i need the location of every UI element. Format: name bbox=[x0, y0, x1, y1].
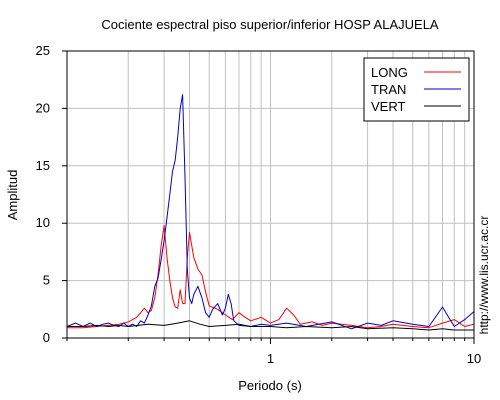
legend-label-tran: TRAN bbox=[371, 82, 406, 97]
x-axis-label: Periodo (s) bbox=[238, 378, 302, 393]
series-lines bbox=[66, 94, 475, 331]
legend-label-long: LONG bbox=[371, 65, 408, 80]
y-tick-label: 10 bbox=[36, 215, 50, 230]
x-tick-label: 10 bbox=[467, 351, 481, 366]
y-tick-label: 15 bbox=[36, 158, 50, 173]
legend-label-vert: VERT bbox=[371, 99, 405, 114]
y-tick-label: 0 bbox=[43, 330, 50, 345]
legend: LONG TRAN VERT bbox=[363, 57, 470, 122]
y-tick-label: 5 bbox=[43, 273, 50, 288]
series-line-long bbox=[67, 225, 475, 329]
chart-title: Cociente espectral piso superior/inferio… bbox=[101, 17, 439, 32]
y-tick-label: 25 bbox=[36, 43, 50, 58]
y-axis-label: Amplitud bbox=[5, 170, 20, 221]
axis-ticks: 0 5 10 15 20 25 1 10 bbox=[36, 43, 482, 366]
y-tick-label: 20 bbox=[36, 100, 50, 115]
series-line-vert bbox=[67, 320, 474, 331]
watermark-url: http://www.lis.ucr.ac.cr bbox=[477, 216, 491, 335]
x-tick-label: 1 bbox=[267, 351, 274, 366]
